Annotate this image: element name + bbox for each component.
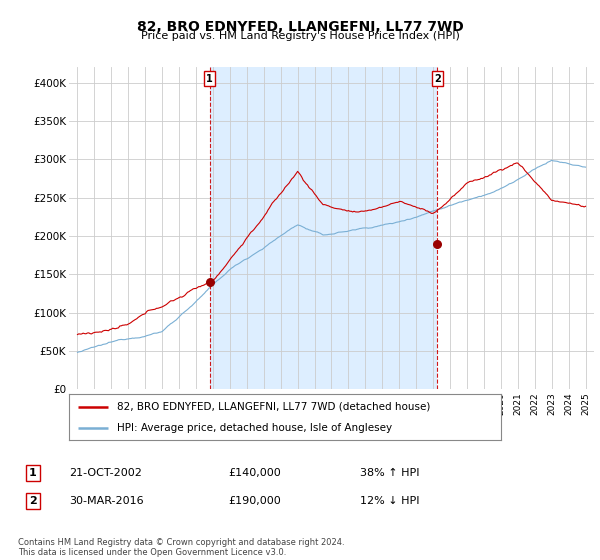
Text: 12% ↓ HPI: 12% ↓ HPI	[360, 496, 419, 506]
Text: 30-MAR-2016: 30-MAR-2016	[69, 496, 143, 506]
Point	[205, 277, 214, 286]
Text: Price paid vs. HM Land Registry's House Price Index (HPI): Price paid vs. HM Land Registry's House …	[140, 31, 460, 41]
Text: 82, BRO EDNYFED, LLANGEFNI, LL77 7WD (detached house): 82, BRO EDNYFED, LLANGEFNI, LL77 7WD (de…	[116, 402, 430, 412]
Text: 2: 2	[434, 74, 441, 83]
Text: HPI: Average price, detached house, Isle of Anglesey: HPI: Average price, detached house, Isle…	[116, 423, 392, 433]
Text: 82, BRO EDNYFED, LLANGEFNI, LL77 7WD: 82, BRO EDNYFED, LLANGEFNI, LL77 7WD	[137, 20, 463, 34]
Text: £140,000: £140,000	[228, 468, 281, 478]
Text: 21-OCT-2002: 21-OCT-2002	[69, 468, 142, 478]
Text: 1: 1	[206, 74, 213, 83]
Bar	[209, 67, 437, 389]
Text: 38% ↑ HPI: 38% ↑ HPI	[360, 468, 419, 478]
Text: £190,000: £190,000	[228, 496, 281, 506]
Text: Contains HM Land Registry data © Crown copyright and database right 2024.
This d: Contains HM Land Registry data © Crown c…	[18, 538, 344, 557]
Text: 1: 1	[29, 468, 37, 478]
Point	[433, 239, 442, 248]
Text: 2: 2	[29, 496, 37, 506]
